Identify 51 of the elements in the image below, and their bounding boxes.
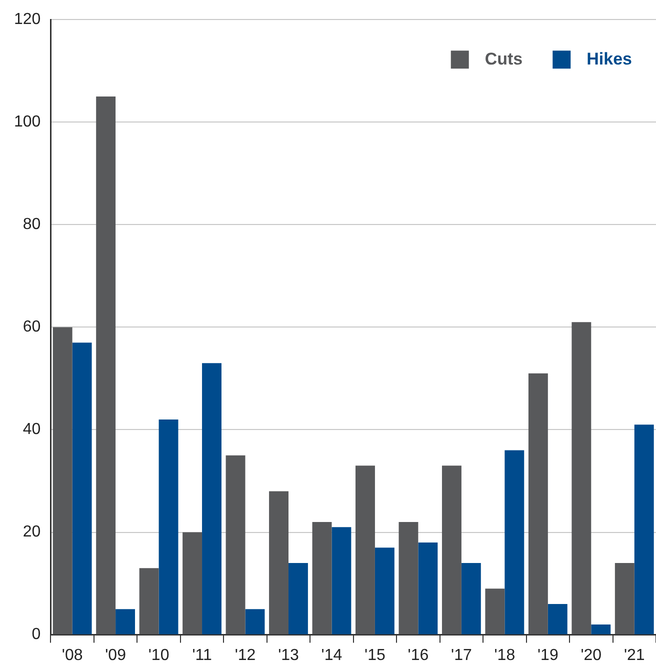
bar: [614, 563, 634, 634]
x-tick-label: '08: [62, 646, 83, 664]
bar: [245, 609, 265, 634]
bar: [548, 604, 568, 634]
x-tick-label: '12: [234, 646, 256, 664]
bar: [398, 522, 418, 634]
bar: [116, 609, 136, 634]
bar: [485, 588, 505, 634]
bar: [202, 363, 222, 634]
bar: [158, 419, 178, 634]
y-tick-label: 20: [22, 524, 41, 541]
x-tick-label: '18: [494, 646, 516, 664]
x-tick-label: '17: [451, 646, 472, 664]
y-tick-label: 60: [22, 318, 41, 336]
bar: [374, 548, 394, 634]
bar: [356, 466, 375, 634]
x-tick-label: '14: [321, 646, 342, 664]
bar: [139, 568, 159, 634]
legend-label: Cuts: [484, 49, 523, 68]
x-tick-label: '10: [148, 646, 170, 664]
bar: [182, 532, 202, 634]
bar: [418, 542, 438, 634]
bar: [96, 96, 116, 634]
bar: [52, 327, 72, 634]
x-tick-label: '16: [408, 646, 429, 664]
x-tick-label: '21: [624, 646, 645, 664]
y-tick-label: 0: [32, 626, 41, 644]
y-tick-label: 80: [22, 216, 41, 234]
bar: [461, 563, 481, 634]
bar: [504, 450, 524, 634]
bar: [72, 342, 92, 634]
x-tick-label: '09: [105, 646, 126, 664]
bar: [442, 466, 462, 634]
bar: [226, 455, 246, 634]
bar: [312, 522, 332, 634]
x-tick-label: '13: [278, 646, 300, 664]
x-tick-label: '15: [364, 646, 386, 664]
bar: [528, 373, 548, 634]
x-tick-label: '11: [192, 646, 212, 664]
y-tick-label: 120: [14, 11, 41, 28]
bar: [572, 322, 592, 634]
x-tick-label: '20: [580, 646, 602, 664]
y-tick-label: 40: [22, 421, 41, 438]
x-tick-label: '19: [537, 646, 558, 664]
bar: [288, 563, 308, 634]
legend-label: Hikes: [586, 49, 632, 68]
bar: [332, 527, 352, 634]
bar: [591, 624, 611, 634]
y-tick-label: 100: [14, 114, 41, 131]
bar: [269, 491, 288, 634]
bar: [634, 424, 654, 634]
